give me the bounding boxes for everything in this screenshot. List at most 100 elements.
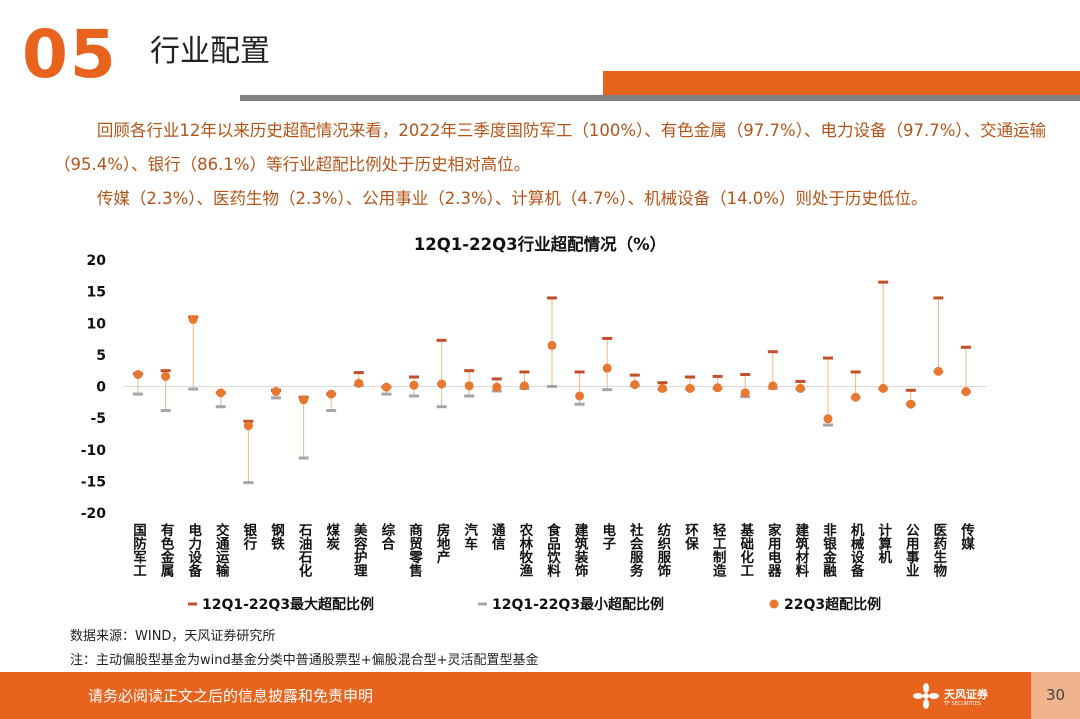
max-marker [436, 338, 447, 342]
current-point [933, 366, 943, 376]
max-marker [353, 371, 364, 375]
min-marker [574, 402, 585, 406]
footnote: 注：主动偏股型基金为wind基金分类中普通股票型+偏股混合型+灵活配置型基金 [70, 653, 539, 668]
legend-marker [478, 602, 487, 606]
logo-name: 天风证券 [944, 688, 988, 701]
current-point [299, 395, 309, 405]
min-marker [823, 423, 833, 427]
category-label: 商贸零售 [406, 522, 424, 579]
current-point [188, 314, 198, 324]
category-label: 银行 [240, 522, 258, 552]
category-label: 机械设备 [848, 522, 866, 578]
min-marker [298, 456, 309, 460]
max-marker [602, 336, 613, 340]
max-marker [629, 373, 640, 377]
max-marker [685, 375, 695, 379]
y-tick-label: -15 [81, 474, 106, 490]
category-label: 基础化工 [737, 522, 754, 578]
max-marker [409, 375, 419, 379]
current-point [161, 371, 171, 381]
category-label: 汽车 [461, 522, 478, 552]
max-marker [464, 369, 475, 373]
category-label: 建筑材料 [792, 522, 810, 579]
min-marker [436, 405, 447, 409]
legend-marker [769, 599, 779, 609]
max-marker [574, 370, 585, 374]
category-label: 社会服务 [627, 522, 645, 579]
max-marker [878, 280, 889, 284]
disclaimer-text: 请务必阅读正文之后的信息披露和免责申明 [88, 687, 374, 705]
legend-label: 12Q1-22Q3最小超配比例 [492, 596, 664, 613]
category-label: 电力设备 [185, 522, 203, 578]
category-label: 轻工制造 [710, 522, 727, 579]
current-point [409, 380, 419, 390]
category-label: 石油石化 [296, 523, 314, 579]
min-marker [409, 394, 419, 398]
y-tick-label: 5 [96, 348, 106, 364]
intro-paragraph: 回顾各行业12年以来历史超配情况来看，2022年三季度国防军工（100%）、有色… [54, 114, 1064, 216]
max-marker [823, 356, 833, 360]
current-point [713, 383, 723, 393]
category-label: 传媒 [958, 522, 976, 552]
category-label: 交通运输 [213, 522, 230, 579]
max-marker [850, 370, 861, 374]
category-label: 医药生物 [930, 523, 947, 579]
min-marker [547, 385, 557, 388]
min-marker [133, 392, 143, 396]
category-label: 家用电器 [765, 522, 783, 579]
current-point [602, 363, 612, 373]
logo-subtitle: TF SECURITIES [944, 701, 981, 707]
category-label: 钢铁 [268, 522, 285, 552]
category-label: 房地产 [434, 522, 451, 565]
y-tick-label: 15 [87, 285, 106, 301]
current-point [547, 340, 557, 350]
category-label: 煤炭 [323, 522, 340, 552]
category-label: 农林牧渔 [516, 522, 534, 579]
min-marker [271, 396, 281, 400]
legend-label: 22Q3超配比例 [784, 596, 881, 613]
max-marker [160, 369, 171, 373]
min-marker [602, 388, 613, 392]
y-tick-label: 0 [96, 380, 106, 396]
current-point [657, 383, 667, 393]
current-point [575, 391, 585, 401]
max-marker [961, 345, 971, 349]
category-label: 环保 [682, 523, 700, 552]
category-label: 计算机 [875, 522, 892, 565]
current-point [906, 399, 916, 409]
current-point [795, 383, 805, 393]
category-label: 电子 [599, 522, 616, 552]
category-label: 食品饮料 [544, 522, 562, 579]
max-marker [905, 388, 916, 392]
max-marker [712, 374, 723, 378]
category-label: 国防军工 [130, 523, 147, 578]
min-marker [464, 394, 475, 398]
category-label: 综合 [378, 522, 395, 552]
current-point [464, 381, 474, 391]
min-marker [243, 481, 254, 485]
max-marker [657, 381, 668, 385]
max-marker [795, 379, 806, 383]
min-marker [381, 392, 392, 396]
current-point [326, 389, 336, 399]
category-label: 纺织服饰 [654, 522, 671, 579]
legend-label: 12Q1-22Q3最大超配比例 [202, 596, 374, 613]
min-marker [160, 409, 171, 413]
current-point [768, 381, 778, 391]
current-point [740, 388, 750, 398]
current-point [823, 414, 833, 424]
current-point [685, 383, 695, 393]
intro-line-2: 传媒（2.3%）、医药生物（2.3%）、公用事业（2.3%）、计算机（4.7%）… [96, 189, 928, 208]
intro-line-1: 回顾各行业12年以来历史超配情况来看，2022年三季度国防军工（100%）、有色… [54, 121, 1047, 174]
section-number: 05 [22, 16, 118, 93]
current-point [133, 369, 143, 379]
category-label: 美容护理 [351, 522, 369, 578]
category-label: 有色金属 [158, 522, 176, 579]
header-divider [240, 95, 1080, 101]
current-point [437, 379, 447, 389]
category-label: 通信 [489, 523, 506, 552]
page-number: 30 [1045, 686, 1066, 704]
industry-overweight-chart: 20 15 10 5 0 -5 -10 -15 -20 国防军工 有色金属 电力设备 交通运输 银行 钢铁石… [81, 253, 986, 613]
source-note: 数据来源：WIND，天风证券研究所 [70, 629, 276, 644]
tf-securities-logo-icon [913, 683, 939, 709]
